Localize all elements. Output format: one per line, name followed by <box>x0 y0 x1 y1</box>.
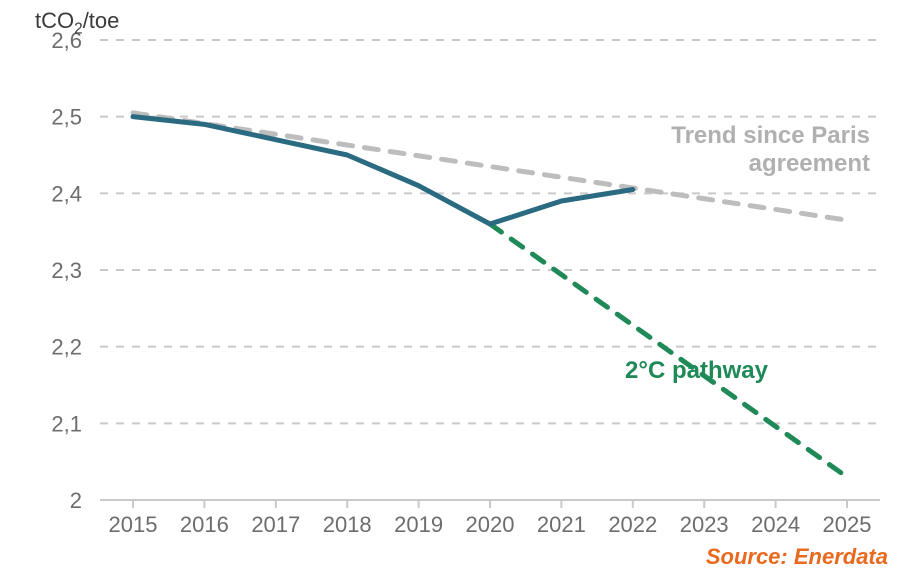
annotation-trend-label: Trend since Paris <box>671 122 870 149</box>
plot-background <box>0 0 900 573</box>
source-attribution: Source: Enerdata <box>706 544 888 570</box>
y-tick-label: 2,1 <box>51 411 82 436</box>
y-tick-label: 2 <box>70 488 82 513</box>
y-tick-label: 2,4 <box>51 181 82 206</box>
y-tick-label: 2,2 <box>51 335 82 360</box>
y-tick-label: 2,5 <box>51 105 82 130</box>
annotation-trend-label: agreement <box>749 150 870 177</box>
y-tick-label: 2,3 <box>51 258 82 283</box>
x-tick-label: 2019 <box>394 512 443 537</box>
x-tick-label: 2018 <box>323 512 372 537</box>
chart-svg: 22,12,22,32,42,52,6201520162017201820192… <box>0 0 900 573</box>
annotation-pathway-label: 2°C pathway <box>625 357 769 384</box>
x-tick-label: 2023 <box>680 512 729 537</box>
co2-intensity-chart: 22,12,22,32,42,52,6201520162017201820192… <box>0 0 900 573</box>
x-tick-label: 2015 <box>109 512 158 537</box>
x-tick-label: 2025 <box>823 512 872 537</box>
x-tick-label: 2017 <box>251 512 300 537</box>
x-tick-label: 2016 <box>180 512 229 537</box>
x-tick-label: 2021 <box>537 512 586 537</box>
x-tick-label: 2020 <box>466 512 515 537</box>
x-tick-label: 2022 <box>608 512 657 537</box>
x-tick-label: 2024 <box>751 512 800 537</box>
y-axis-unit-label: tCO2/toe <box>35 8 119 38</box>
